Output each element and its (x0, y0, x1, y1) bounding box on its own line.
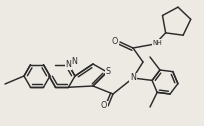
Text: N: N (129, 73, 135, 83)
Text: N: N (71, 56, 76, 66)
Text: NH: NH (151, 40, 161, 46)
Text: S: S (105, 67, 110, 75)
Text: N: N (65, 60, 71, 69)
Text: O: O (100, 102, 107, 111)
Text: O: O (111, 37, 118, 45)
